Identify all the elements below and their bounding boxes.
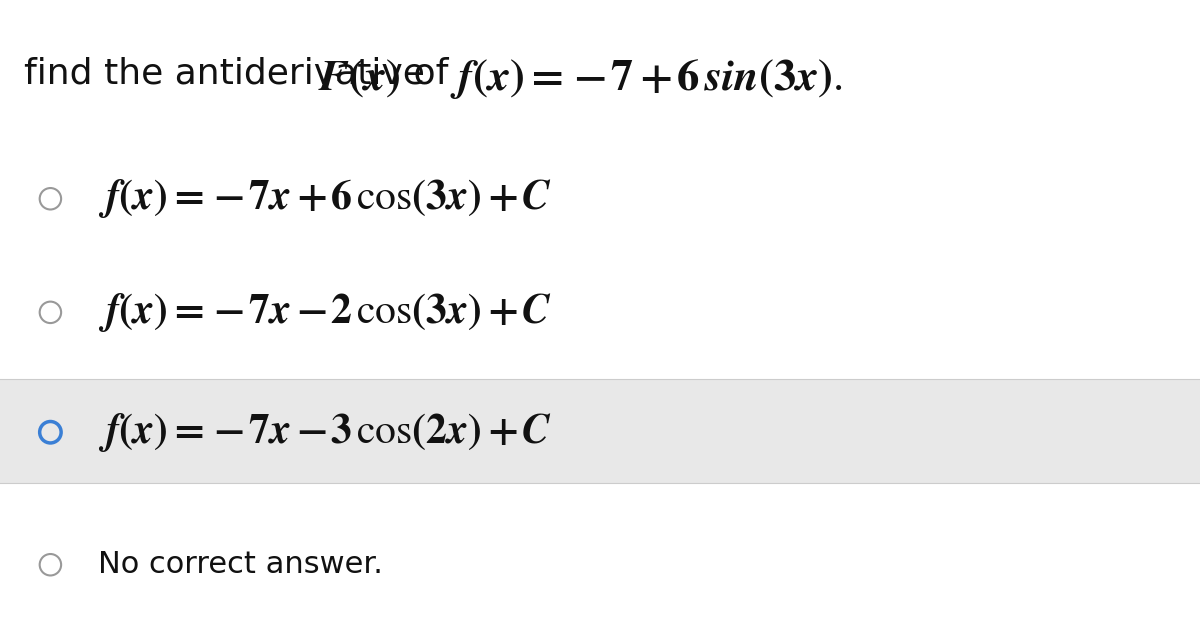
Text: $\boldsymbol{f(x) = -7x - 2\,\mathrm{cos}(3x) + C}$: $\boldsymbol{f(x) = -7x - 2\,\mathrm{cos… [98,291,552,334]
Text: $\boldsymbol{F(x)}$: $\boldsymbol{F(x)}$ [318,57,401,98]
Text: No correct answer.: No correct answer. [98,550,383,579]
Text: $\boldsymbol{f(x) = -7x - 3\,\mathrm{cos}(2x) + C}$: $\boldsymbol{f(x) = -7x - 3\,\mathrm{cos… [98,411,552,454]
Text: $\boldsymbol{f(x) = -7x + 6\,\mathrm{cos}(3x) + C}$: $\boldsymbol{f(x) = -7x + 6\,\mathrm{cos… [98,177,552,220]
Text: $\boldsymbol{f(x) = -7 + 6\,sin(3x).}$: $\boldsymbol{f(x) = -7 + 6\,sin(3x).}$ [450,57,842,101]
FancyBboxPatch shape [0,379,1200,483]
Text: of: of [402,57,460,91]
Text: find the antiderivative: find the antiderivative [24,57,437,91]
